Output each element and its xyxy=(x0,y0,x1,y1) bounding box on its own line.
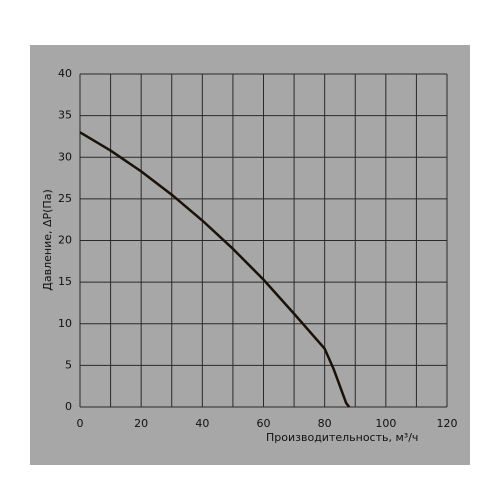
x-tick-label: 20 xyxy=(134,417,148,430)
x-tick-label: 60 xyxy=(257,417,271,430)
y-tick-label: 30 xyxy=(58,150,72,163)
y-tick-label: 40 xyxy=(58,67,72,80)
y-tick-label: 15 xyxy=(58,275,72,288)
x-tick-label: 40 xyxy=(195,417,209,430)
y-tick-label: 10 xyxy=(58,317,72,330)
panel xyxy=(30,45,470,465)
x-tick-label: 120 xyxy=(437,417,458,430)
data-line xyxy=(79,131,351,408)
y-tick-label: 25 xyxy=(58,192,72,205)
x-tick-label: 100 xyxy=(375,417,396,430)
x-tick-label: 0 xyxy=(77,417,84,430)
y-tick-label: 0 xyxy=(65,400,72,413)
y-axis-label: Давление, ΔP(Па) xyxy=(41,189,54,290)
y-tick-label: 35 xyxy=(58,109,72,122)
y-tick-label: 5 xyxy=(65,358,72,371)
x-tick-label: 80 xyxy=(318,417,332,430)
y-tick-label: 20 xyxy=(58,234,72,247)
x-axis-label: Производительность, м³/ч xyxy=(266,431,418,444)
